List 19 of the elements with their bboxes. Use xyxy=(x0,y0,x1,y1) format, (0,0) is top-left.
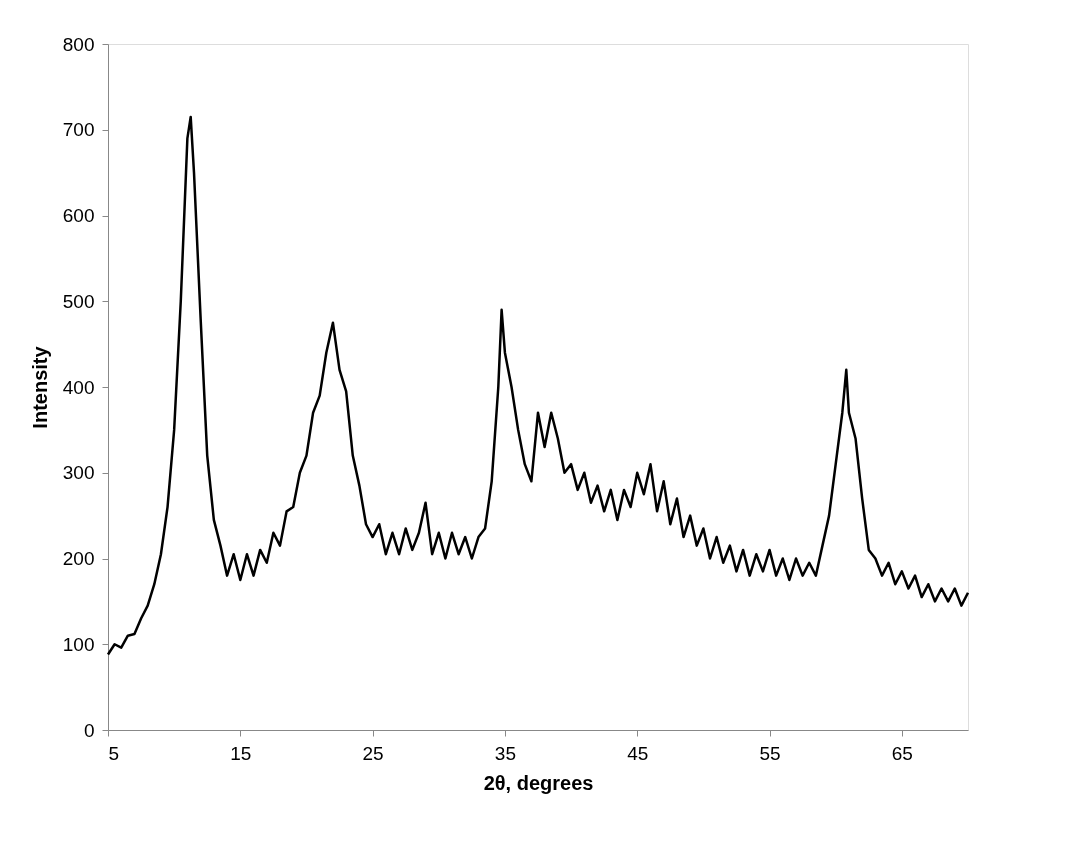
line-series xyxy=(106,115,970,656)
x-tick-label: 15 xyxy=(230,742,252,764)
y-tick-label: 200 xyxy=(62,548,95,569)
x-tick-label: 25 xyxy=(362,742,384,764)
x-tick-label: 35 xyxy=(494,742,516,764)
y-tick-label: 400 xyxy=(62,376,95,398)
y-tick-label: 700 xyxy=(62,119,95,141)
x-tick-label: 55 xyxy=(759,742,781,764)
x-axis-title: 2θ, degrees xyxy=(483,771,594,794)
y-tick-label: 0 xyxy=(83,719,95,741)
y-tick-label: 600 xyxy=(62,205,95,226)
y-axis-title: Intensity xyxy=(28,345,51,429)
y-tick-label: 500 xyxy=(62,290,95,312)
y-tick-label: 800 xyxy=(62,33,95,55)
y-tick-label: 300 xyxy=(62,462,95,484)
x-tick-label: 5 xyxy=(108,742,120,764)
x-tick-label: 45 xyxy=(627,742,649,764)
y-tick-label: 100 xyxy=(62,633,95,655)
x-tick-label: 65 xyxy=(891,742,913,764)
